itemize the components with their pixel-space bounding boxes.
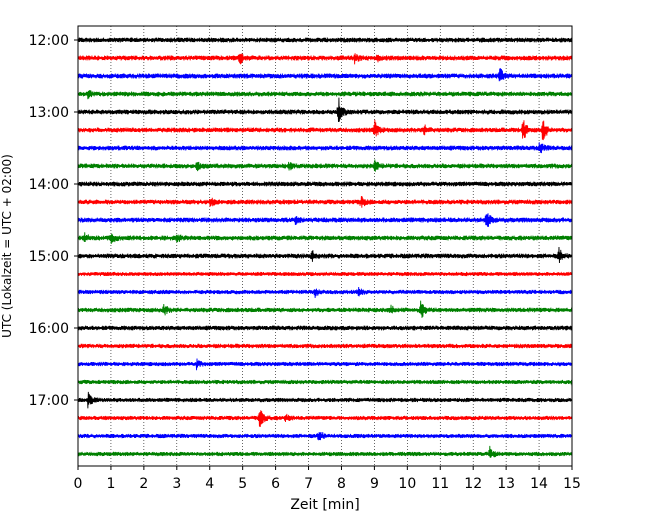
x-tick-label: 12 (464, 476, 482, 492)
x-tick-label: 1 (106, 476, 115, 492)
x-tick-label: 5 (238, 476, 247, 492)
x-tick-label: 6 (271, 476, 280, 492)
plot-frame (77, 25, 573, 467)
y-tick-label: 17:00 (29, 393, 69, 409)
trace-1345 (77, 159, 573, 172)
y-axis-ticks: 12:00 13:00 14:00 15:00 16:00 17:00 (29, 33, 78, 409)
trace-1530 (77, 287, 573, 298)
trace-1545 (77, 300, 573, 318)
trace-1700 (77, 391, 573, 409)
trace-1315 (77, 119, 573, 141)
trace-1630 (77, 358, 573, 371)
trace-1445 (77, 232, 573, 245)
trace-1245 (77, 90, 573, 100)
trace-1300 (77, 97, 573, 122)
plot-area (78, 26, 572, 466)
x-tick-label: 13 (497, 476, 515, 492)
x-tick-label: 0 (74, 476, 83, 492)
x-axis-ticks: 0 1 2 3 4 5 6 7 8 9 10 11 12 13 14 15 (74, 466, 581, 492)
y-tick-label: 13:00 (29, 105, 69, 121)
trace-1200 (77, 37, 573, 43)
x-tick-label: 2 (139, 476, 148, 492)
x-tick-label: 14 (530, 476, 548, 492)
x-tick-label: 11 (431, 476, 449, 492)
trace-1600 (77, 325, 573, 331)
trace-1415 (77, 196, 573, 208)
trace-1745 (77, 445, 573, 458)
trace-1430 (77, 213, 573, 227)
trace-1730 (77, 431, 573, 441)
y-tick-label: 14:00 (29, 177, 69, 193)
x-tick-label: 10 (398, 476, 416, 492)
trace-1400 (77, 181, 573, 187)
trace-1615 (77, 343, 573, 349)
x-tick-label: 3 (172, 476, 181, 492)
x-tick-label: 9 (370, 476, 379, 492)
x-tick-label: 7 (304, 476, 313, 492)
y-tick-label: 15:00 (29, 249, 69, 265)
trace-1515 (77, 271, 573, 277)
trace-1715 (77, 410, 573, 427)
y-axis-label: UTC (Lokalzeit = UTC + 02:00) (0, 154, 14, 338)
grid-lines (110, 26, 540, 466)
x-tick-label: 15 (563, 476, 581, 492)
y-tick-label: 12:00 (29, 33, 69, 49)
trace-1645 (77, 379, 573, 388)
trace-group (77, 37, 573, 458)
trace-1215 (77, 53, 573, 65)
x-tick-label: 4 (205, 476, 214, 492)
y-tick-label: 16:00 (29, 321, 69, 337)
trace-1500 (77, 247, 573, 263)
trace-1330 (77, 142, 573, 154)
x-tick-label: 8 (337, 476, 346, 492)
x-axis-label: Zeit [min] (290, 497, 359, 513)
trace-1230 (77, 68, 573, 82)
